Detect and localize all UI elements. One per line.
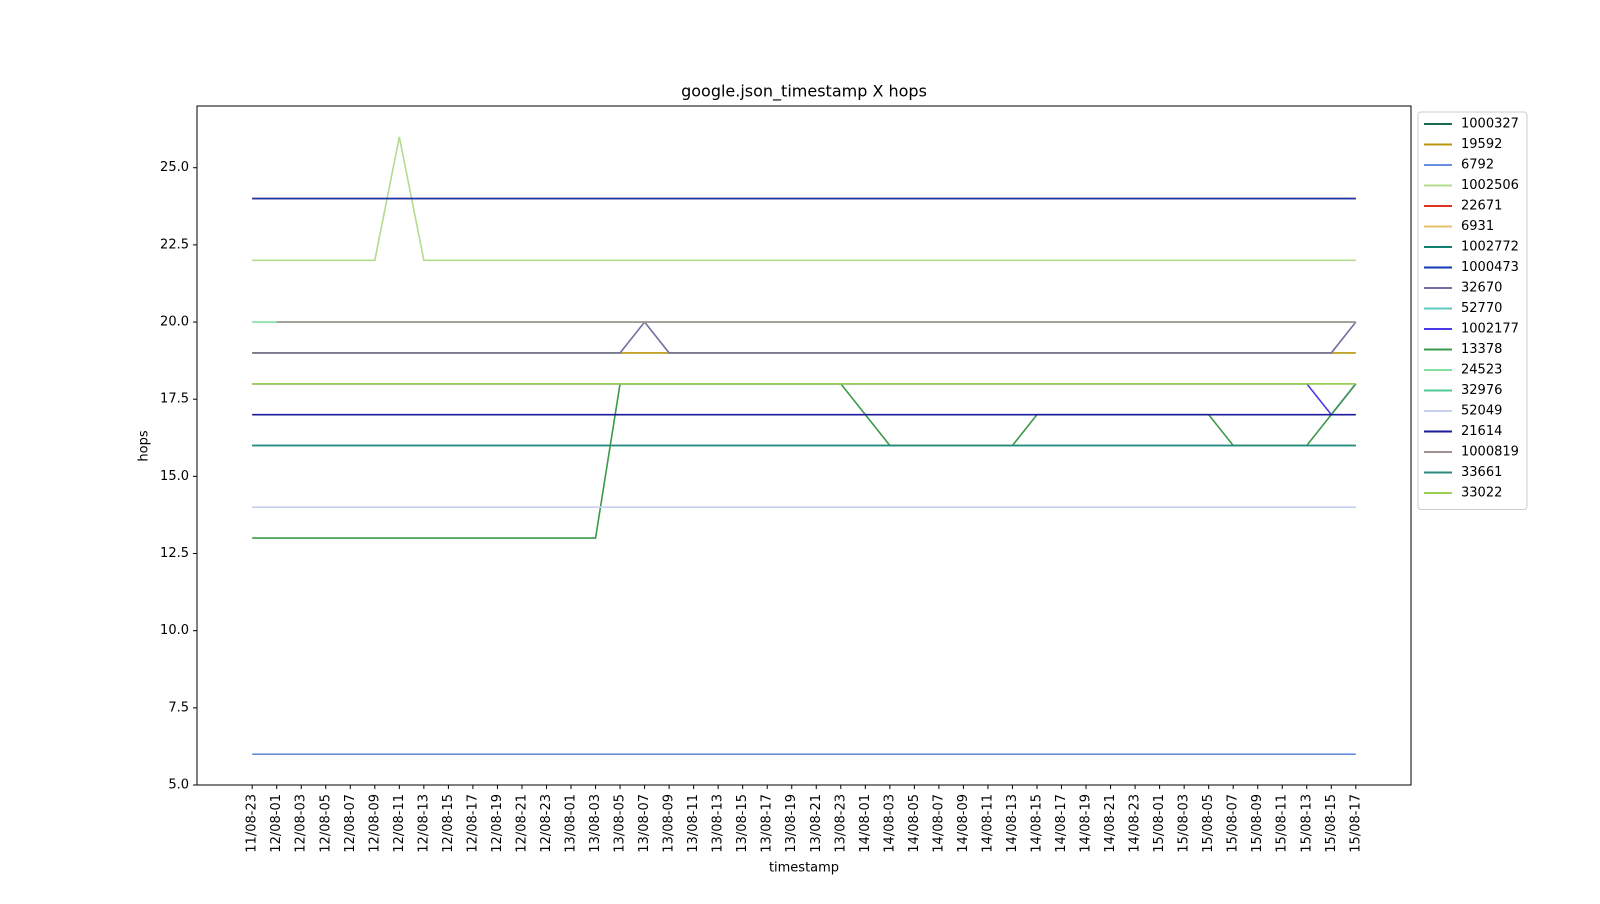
x-tick-label: 13/08-07 <box>637 794 652 853</box>
x-tick-label: 15/08-05 <box>1201 794 1216 853</box>
y-tick-label: 20.0 <box>160 315 189 330</box>
legend-label: 52049 <box>1461 404 1502 419</box>
x-tick-label: 12/08-15 <box>441 794 456 853</box>
x-tick-label: 14/08-03 <box>882 794 897 853</box>
x-tick-label: 12/08-21 <box>514 794 529 853</box>
y-tick-label: 15.0 <box>160 469 189 484</box>
x-tick-label: 13/08-17 <box>760 794 775 853</box>
y-axis-label: hops <box>137 430 152 461</box>
legend-label: 52770 <box>1461 301 1502 316</box>
x-tick-label: 12/08-07 <box>343 794 358 853</box>
x-tick-label: 14/08-21 <box>1103 794 1118 853</box>
x-axis-label: timestamp <box>769 861 839 876</box>
x-tick-label: 13/08-15 <box>735 794 750 853</box>
x-tick-label: 12/08-11 <box>392 794 407 853</box>
x-tick-label: 14/08-09 <box>956 794 971 853</box>
x-tick-label: 15/08-15 <box>1324 794 1339 853</box>
x-tick-label: 13/08-01 <box>564 794 579 853</box>
x-tick-label: 15/08-07 <box>1226 794 1241 853</box>
x-tick-label: 13/08-03 <box>588 794 603 853</box>
legend-label: 1000473 <box>1461 260 1519 275</box>
x-tick-label: 12/08-09 <box>367 794 382 853</box>
x-tick-label: 12/08-17 <box>465 794 480 853</box>
series-line <box>252 320 1357 354</box>
legend-label: 1002177 <box>1461 322 1519 337</box>
legend-label: 24523 <box>1461 363 1502 378</box>
x-tick-label: 15/08-13 <box>1299 794 1314 853</box>
x-tick-label: 12/08-13 <box>416 794 431 853</box>
y-tick-label: 10.0 <box>160 623 189 638</box>
series-line <box>252 136 1356 262</box>
x-tick-label: 14/08-01 <box>858 794 873 853</box>
legend-label: 13378 <box>1461 342 1502 357</box>
legend-label: 33022 <box>1461 486 1502 501</box>
x-tick-label: 13/08-23 <box>833 794 848 853</box>
x-tick-label: 13/08-09 <box>662 794 677 853</box>
y-tick-label: 17.5 <box>160 392 189 407</box>
x-tick-label: 14/08-05 <box>907 794 922 853</box>
legend-label: 21614 <box>1461 424 1502 439</box>
x-tick-label: 15/08-11 <box>1275 794 1290 853</box>
x-tick-label: 14/08-15 <box>1029 794 1044 853</box>
x-tick-label: 14/08-07 <box>931 794 946 853</box>
x-tick-label: 14/08-23 <box>1128 794 1143 853</box>
x-tick-label: 14/08-19 <box>1079 794 1094 853</box>
x-tick-label: 12/08-19 <box>490 794 505 853</box>
y-tick-label: 12.5 <box>160 546 189 561</box>
x-tick-label: 12/08-23 <box>539 794 554 853</box>
x-tick-label: 13/08-19 <box>784 794 799 853</box>
legend-label: 1000819 <box>1461 445 1519 460</box>
x-tick-label: 12/08-03 <box>294 794 309 853</box>
x-tick-label: 13/08-11 <box>686 794 701 853</box>
x-tick-label: 15/08-03 <box>1177 794 1192 853</box>
x-tick-label: 14/08-13 <box>1005 794 1020 853</box>
series-line <box>252 382 1357 539</box>
legend-label: 19592 <box>1461 137 1502 152</box>
legend-label: 6931 <box>1461 219 1494 234</box>
chart-title: google.json_timestamp X hops <box>681 82 927 102</box>
x-tick-label: 13/08-13 <box>711 794 726 853</box>
x-tick-label: 15/08-09 <box>1250 794 1265 853</box>
x-tick-label: 15/08-17 <box>1348 794 1363 853</box>
legend-label: 22671 <box>1461 199 1502 214</box>
x-tick-label: 12/08-05 <box>318 794 333 853</box>
plot-area <box>196 105 1412 786</box>
legend-label: 32976 <box>1461 383 1502 398</box>
x-tick-label: 14/08-11 <box>980 794 995 853</box>
x-tick-label: 12/08-01 <box>269 794 284 853</box>
y-tick-label: 5.0 <box>168 778 189 793</box>
legend-label: 6792 <box>1461 158 1494 173</box>
legend-label: 1002772 <box>1461 240 1519 255</box>
y-tick-label: 25.0 <box>160 160 189 175</box>
x-tick-label: 11/08-23 <box>245 794 260 853</box>
legend-label: 32670 <box>1461 281 1502 296</box>
x-tick-label: 14/08-17 <box>1054 794 1069 853</box>
legend-label: 1000327 <box>1461 117 1519 132</box>
y-tick-label: 22.5 <box>160 237 189 252</box>
x-tick-label: 15/08-01 <box>1152 794 1167 853</box>
x-tick-label: 13/08-05 <box>613 794 628 853</box>
legend-label: 33661 <box>1461 465 1502 480</box>
y-tick-label: 7.5 <box>168 700 189 715</box>
legend-label: 1002506 <box>1461 178 1519 193</box>
x-tick-label: 13/08-21 <box>809 794 824 853</box>
series-line <box>252 382 1357 416</box>
